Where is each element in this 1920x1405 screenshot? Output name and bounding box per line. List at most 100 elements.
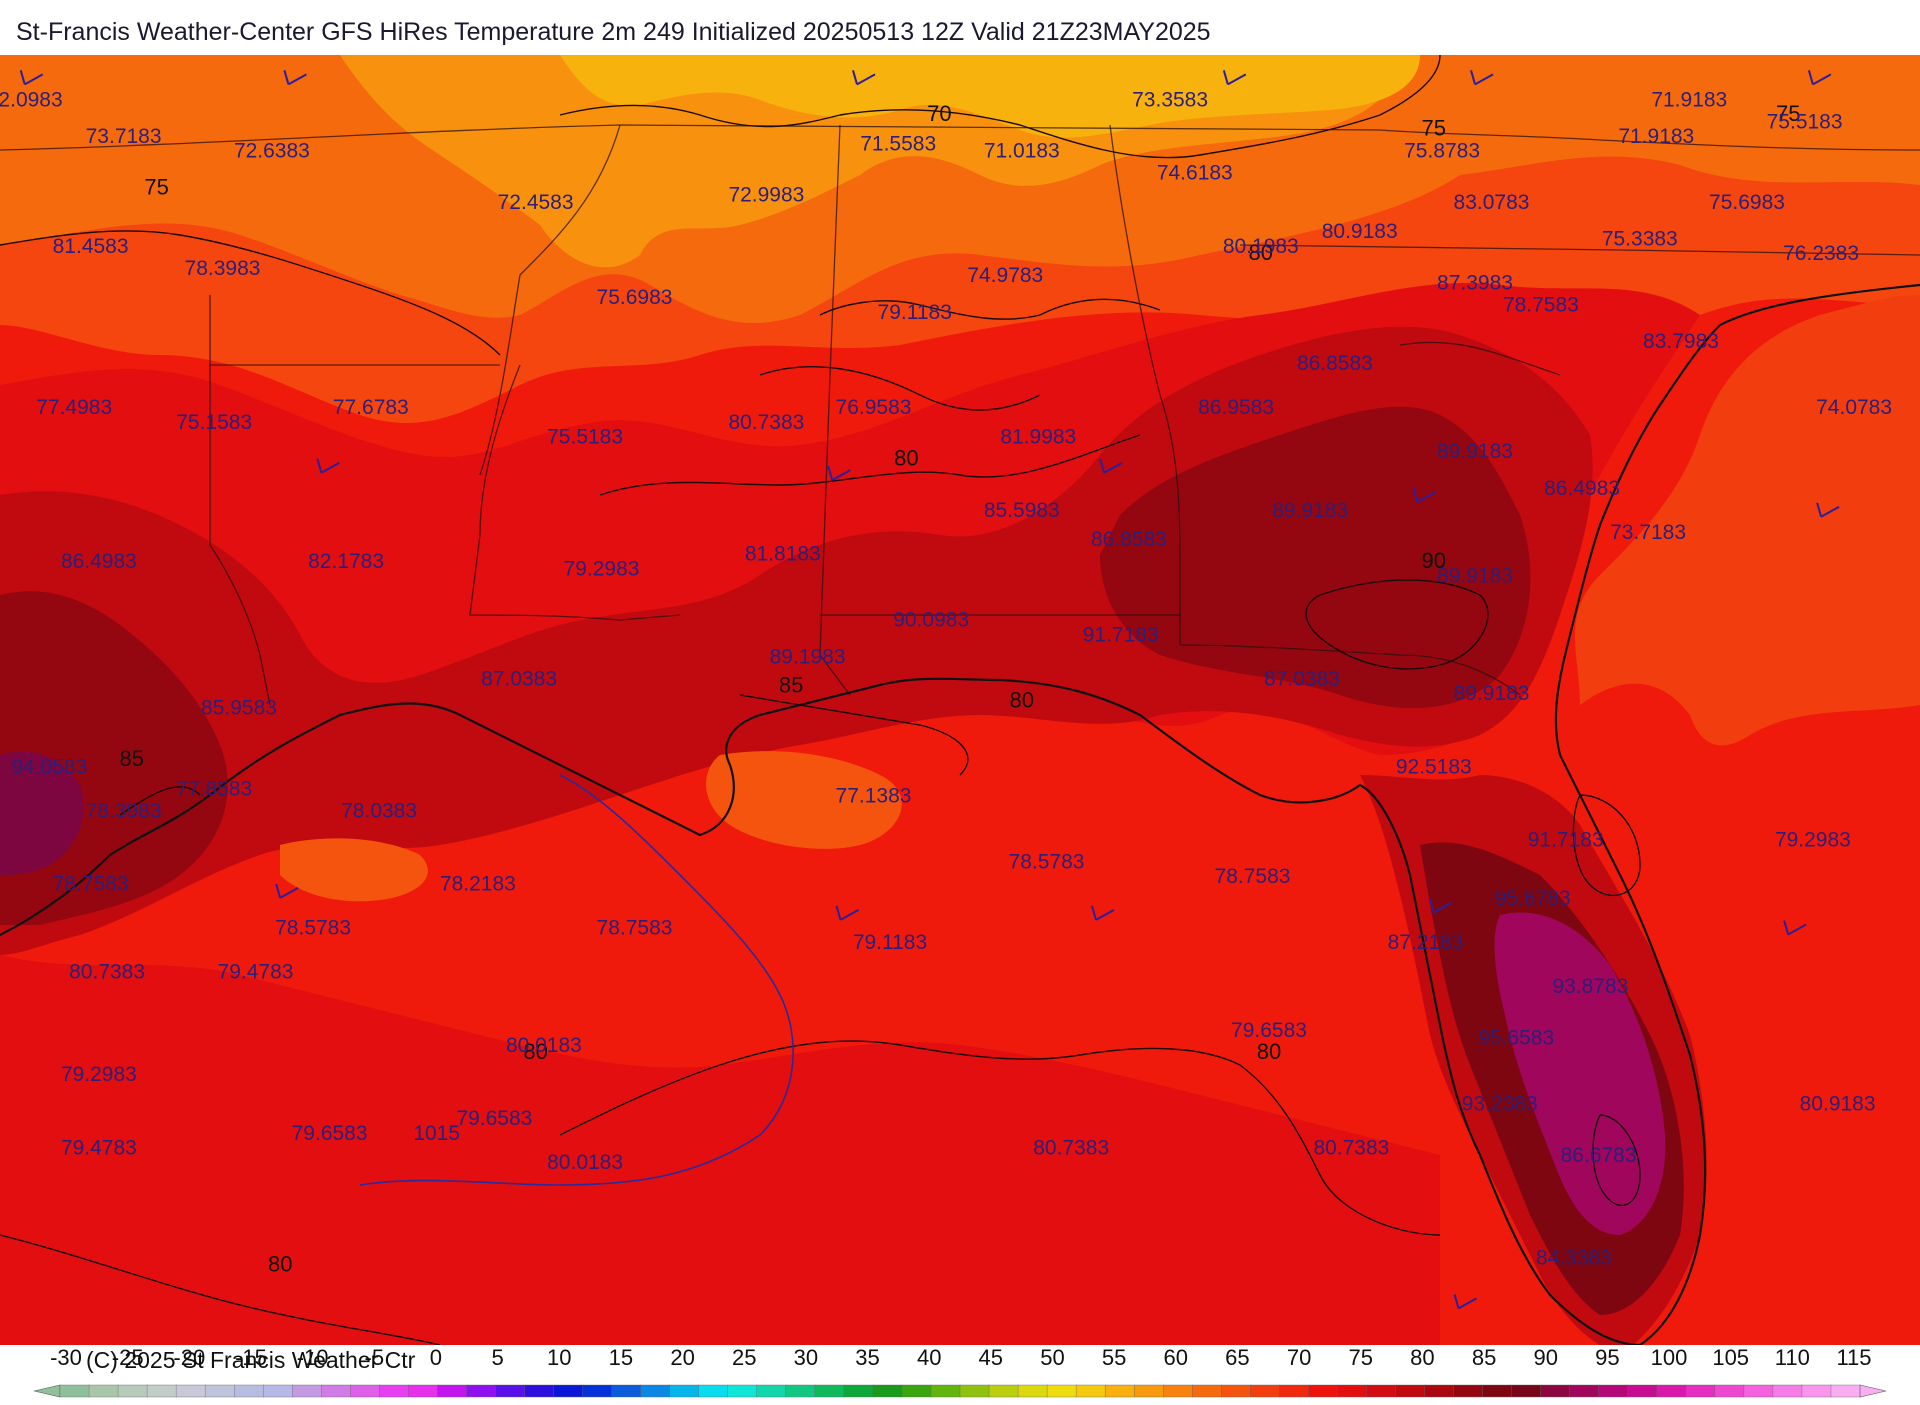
isotherm-value-label: 70 xyxy=(927,101,951,126)
temperature-value-label: 86.4983 xyxy=(1544,477,1620,500)
temperature-value-label: 75.3383 xyxy=(1602,228,1678,251)
isotherm-value-label: 85 xyxy=(120,746,144,771)
temperature-value-label: 77.4983 xyxy=(36,396,112,419)
temperature-value-label: 76.2383 xyxy=(1783,242,1859,265)
temperature-value-label: 83.0783 xyxy=(1454,191,1530,214)
colorbar-swatch xyxy=(1482,1384,1513,1398)
coastline xyxy=(0,283,1920,1345)
colorbar-swatch xyxy=(1801,1384,1832,1398)
wind-barb-icon xyxy=(1222,70,1247,86)
colorbar-tick-label: 50 xyxy=(1040,1345,1064,1370)
temperature-value-label: 83.7983 xyxy=(1643,330,1719,353)
colorbar-tick-label: 65 xyxy=(1225,1345,1249,1370)
colorbar-tick-label: 100 xyxy=(1651,1345,1688,1370)
colorbar-swatch xyxy=(1046,1384,1077,1398)
colorbar-tick-label: -15 xyxy=(235,1345,267,1370)
colorbar-swatch xyxy=(495,1384,526,1398)
colorbar-tick-label: 40 xyxy=(917,1345,941,1370)
temperature-value-label: 86.8583 xyxy=(1091,528,1167,551)
colorbar-swatch xyxy=(1598,1384,1629,1398)
temperature-value-label: 91.7183 xyxy=(1528,829,1604,852)
colorbar-tick-label: 10 xyxy=(547,1345,571,1370)
temperature-value-label: 72.9983 xyxy=(728,184,804,207)
isotherm-value-label: 80 xyxy=(268,1252,292,1277)
temperature-value-label: 93.8783 xyxy=(1552,975,1628,998)
temperature-value-label: 86.6783 xyxy=(1561,1144,1637,1167)
colorbar-swatch xyxy=(1569,1384,1600,1398)
wind-barb-icon xyxy=(1816,502,1840,518)
temperature-band-90 xyxy=(1100,406,1531,709)
colorbar-swatch xyxy=(785,1384,816,1398)
isotherm-value-label: 75 xyxy=(1776,101,1800,126)
colorbar-swatch xyxy=(640,1384,671,1398)
colorbar xyxy=(33,1384,1887,1398)
wind-barb-icon xyxy=(1470,70,1494,86)
colorbar-swatch xyxy=(1830,1384,1861,1398)
temperature-value-label: 79.4783 xyxy=(61,1136,137,1159)
colorbar-swatch xyxy=(408,1384,439,1398)
temperature-value-label: 80.1983 xyxy=(1223,235,1299,258)
temperature-value-label: 90.0983 xyxy=(893,609,969,632)
temperature-value-label: 77.6783 xyxy=(333,396,409,419)
temperature-value-label: 86.9583 xyxy=(1198,396,1274,419)
colorbar-swatch xyxy=(1685,1384,1716,1398)
wind-barb-icon xyxy=(19,70,44,86)
temperature-value-label: 78.3983 xyxy=(185,257,261,280)
temperature-value-label: 77.1383 xyxy=(836,785,912,808)
gulf-warm-patch xyxy=(0,955,1440,1345)
temperature-labels: 72.0983 73.7183 72.6383 72.4583 72.9983 71.55… xyxy=(0,88,1892,1269)
colorbar-swatch xyxy=(379,1384,410,1398)
wind-barb-icon xyxy=(275,883,299,899)
colorbar-swatch xyxy=(1221,1384,1252,1398)
temperature-value-label: 75.5183 xyxy=(1767,110,1843,133)
temperature-value-label: 89.9183 xyxy=(1454,682,1530,705)
temperature-value-label: 78.5783 xyxy=(1009,851,1085,874)
colorbar-tick-label: 0 xyxy=(430,1345,442,1370)
wind-barb-icon xyxy=(1428,898,1453,914)
temperature-value-label: 78.5783 xyxy=(275,917,351,940)
temperature-value-label: 71.9183 xyxy=(1651,88,1727,111)
colorbar-tick-label: 5 xyxy=(491,1345,503,1370)
colorbar-swatch xyxy=(466,1384,497,1398)
colorbar-swatch xyxy=(1133,1384,1165,1398)
temperature-value-label: 72.4583 xyxy=(498,191,574,214)
colorbar-swatch xyxy=(1279,1384,1310,1398)
wind-barb-icon xyxy=(1453,1294,1478,1310)
wind-barb-icon xyxy=(852,70,876,86)
wind-barb-icon xyxy=(1099,458,1123,474)
isotherm-contours xyxy=(0,55,1641,1345)
temperature-value-label: 79.2983 xyxy=(564,557,640,580)
colorbar-swatch xyxy=(1337,1384,1368,1398)
colorbar-swatch xyxy=(1627,1384,1658,1398)
colorbar-tick-label: 85 xyxy=(1472,1345,1496,1370)
temperature-value-label: 79.1183 xyxy=(878,301,952,324)
colorbar-swatch xyxy=(117,1384,148,1398)
temperature-value-label: 81.8183 xyxy=(745,543,821,566)
isotherm-value-label: 80 xyxy=(894,446,918,471)
colorbar-swatch xyxy=(1366,1384,1397,1398)
colorbar-swatch xyxy=(321,1384,352,1398)
temperature-value-label: 80.9183 xyxy=(1800,1093,1876,1116)
colorbar-swatch xyxy=(263,1384,294,1398)
temperature-value-label: 75.6983 xyxy=(597,286,673,309)
colorbar-tick-label: 110 xyxy=(1775,1345,1810,1370)
state-borders xyxy=(0,124,1920,706)
temperature-band-94-west xyxy=(0,751,84,875)
temperature-band-68 xyxy=(560,55,1420,138)
colorbar-swatch xyxy=(88,1384,119,1398)
temperature-value-label: 75.1583 xyxy=(176,411,252,434)
temperature-value-label: 71.0183 xyxy=(984,140,1060,163)
atlantic-cool xyxy=(1575,295,1920,746)
isotherm-value-label: 80 xyxy=(1257,1039,1281,1064)
colorbar-swatch xyxy=(1743,1384,1774,1398)
colorbar-tick-label: 80 xyxy=(1410,1345,1434,1370)
temperature-value-label: 87.0383 xyxy=(1264,667,1340,690)
temperature-value-label: 89.9183 xyxy=(1437,565,1513,588)
temperature-value-label: 79.6583 xyxy=(456,1107,532,1130)
temperature-value-label: 78.7583 xyxy=(597,917,673,940)
temperature-value-label: 78.7583 xyxy=(1215,865,1291,888)
colorbar-swatch xyxy=(814,1384,845,1398)
isotherm-labels: 70 75 75 75 80 80 90 85 80 85 80 80 80 xyxy=(120,101,1801,1277)
wind-barb-icon xyxy=(1783,920,1807,936)
wind-barb-icon xyxy=(283,70,307,86)
